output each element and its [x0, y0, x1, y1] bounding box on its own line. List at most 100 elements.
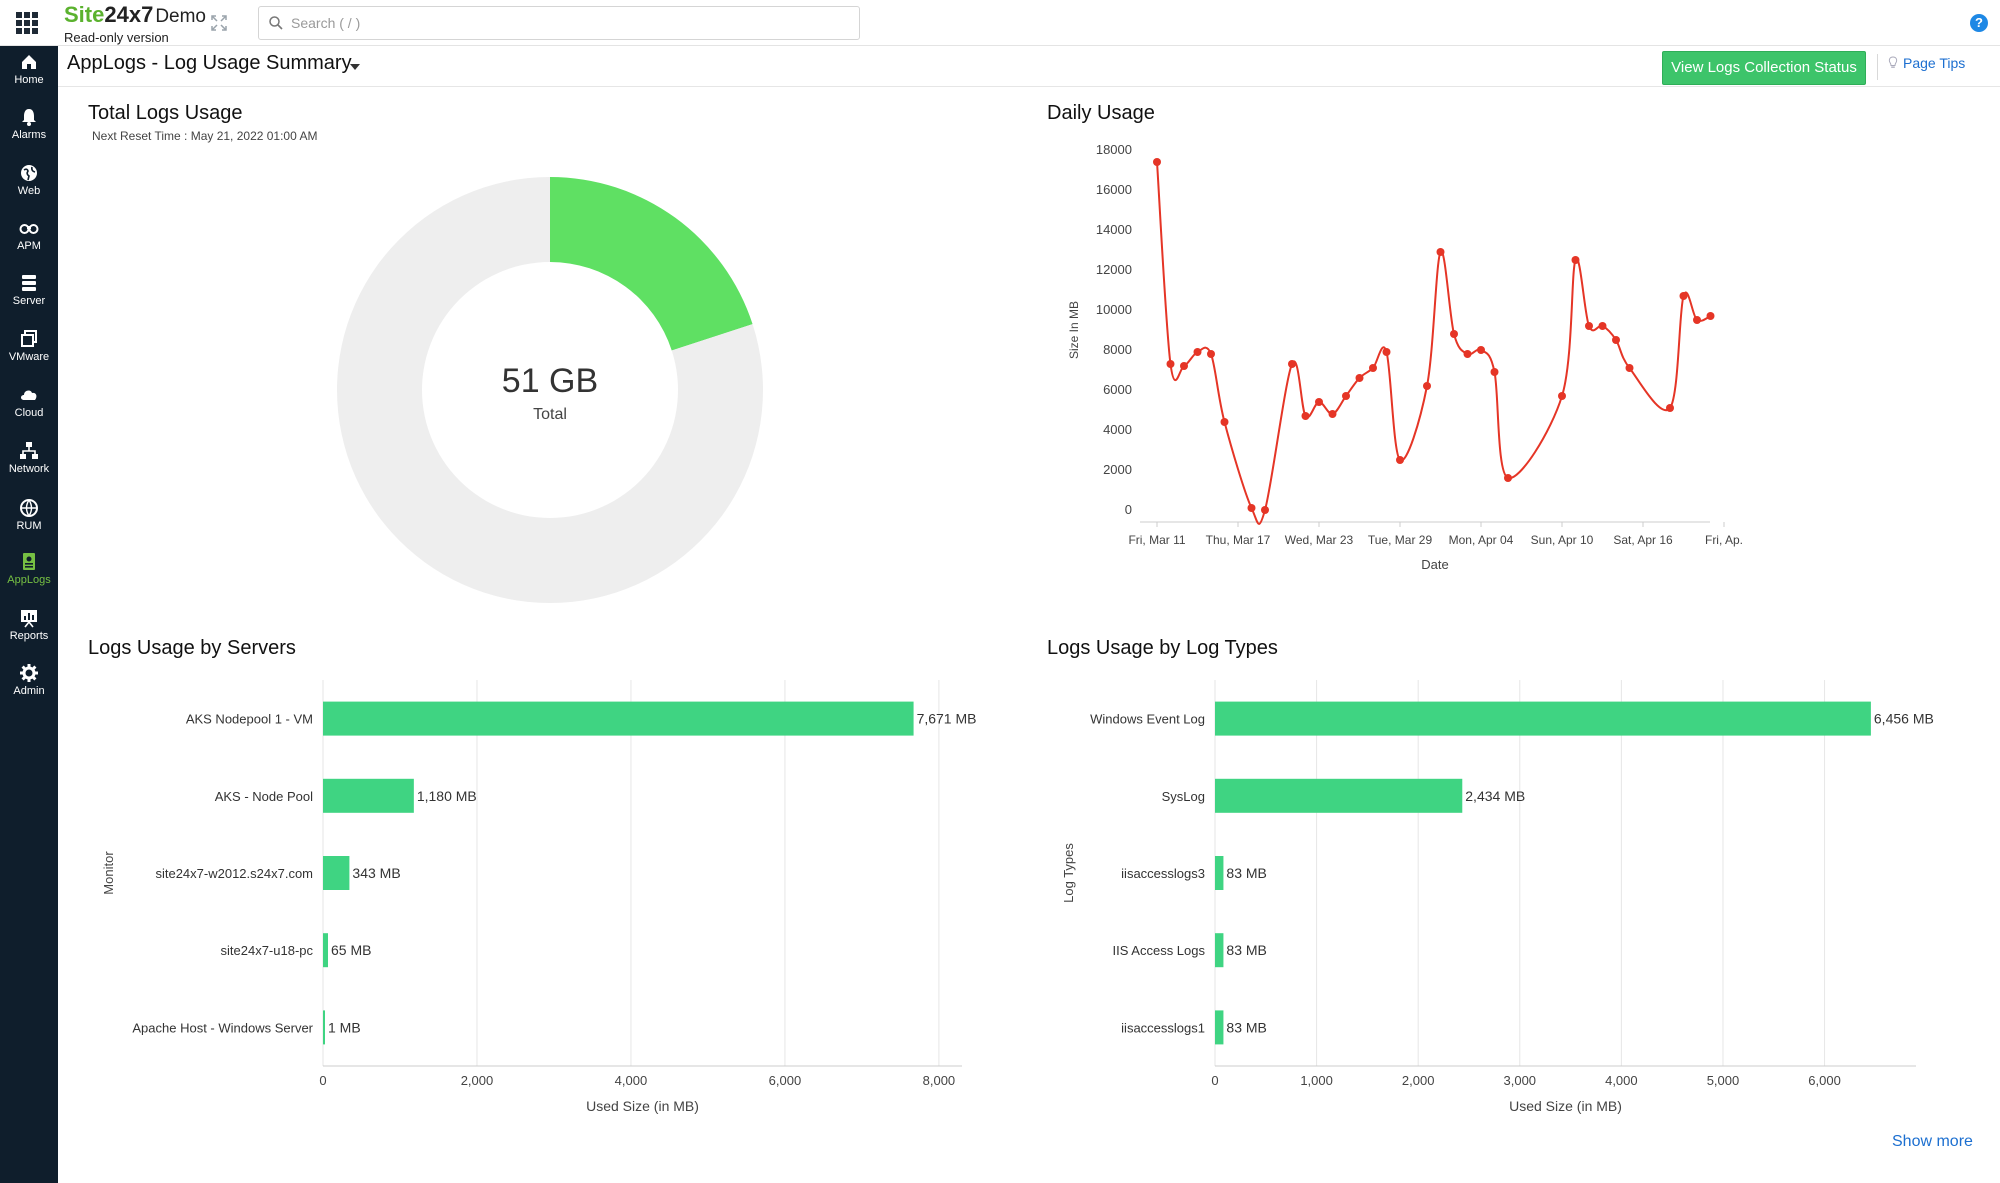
- category-label: site24x7-u18-pc: [221, 943, 314, 958]
- category-label: iisaccesslogs3: [1121, 866, 1205, 881]
- x-tick-label: Wed, Mar 23: [1285, 533, 1354, 547]
- data-point: [1207, 350, 1215, 358]
- data-label: 343 MB: [352, 865, 400, 881]
- x-tick-label: 4,000: [615, 1073, 648, 1088]
- expand-icon[interactable]: [210, 14, 228, 32]
- x-tick-label: 2,000: [1402, 1073, 1435, 1088]
- sidebar-item-rum[interactable]: RUM: [0, 494, 58, 546]
- reports-icon: [21, 610, 37, 628]
- show-more-link[interactable]: Show more: [1892, 1133, 1973, 1150]
- page-tips-label: Page Tips: [1903, 55, 1966, 71]
- y-tick-label: 6000: [1103, 382, 1132, 397]
- sidebar-item-home[interactable]: Home: [0, 48, 58, 100]
- bar: [323, 933, 329, 968]
- x-tick-label: Sat, Apr 16: [1613, 533, 1673, 547]
- binoculars-icon: [19, 224, 39, 234]
- y-tick-label: 18000: [1096, 142, 1132, 157]
- donut-center-value: 51 GB: [502, 362, 598, 400]
- bar: [1215, 856, 1224, 890]
- sidebar-item-alarms[interactable]: Alarms: [0, 103, 58, 155]
- lightbulb-icon: [1888, 56, 1898, 68]
- total-usage-title: Total Logs Usage: [88, 102, 243, 124]
- data-label: 65 MB: [331, 942, 371, 958]
- brand-part-demo: Demo: [155, 6, 206, 27]
- bar: [1215, 701, 1871, 736]
- data-label: 6,456 MB: [1874, 711, 1934, 727]
- brand-logo[interactable]: Site24x7 Demo: [64, 2, 206, 28]
- sidebar-item-label: RUM: [16, 520, 42, 532]
- server-icon: [22, 275, 36, 291]
- data-point: [1382, 348, 1391, 356]
- sidebar-item-admin[interactable]: Admin: [0, 659, 58, 711]
- x-tick-label: Sun, Apr 10: [1531, 533, 1594, 547]
- category-label: Apache Host - Windows Server: [132, 1020, 313, 1035]
- category-label: iisaccesslogs1: [1121, 1020, 1205, 1035]
- data-label: 83 MB: [1226, 865, 1266, 881]
- data-point: [1315, 398, 1323, 406]
- sidebar-item-vmware[interactable]: VMware: [0, 325, 58, 377]
- help-icon[interactable]: ?: [1970, 14, 1988, 32]
- y-tick-label: 10000: [1096, 302, 1132, 317]
- brand-part-site: Site: [64, 2, 105, 27]
- bar: [1215, 778, 1463, 813]
- view-logs-collection-status-button[interactable]: View Logs Collection Status: [1662, 51, 1866, 85]
- category-label: AKS Nodepool 1 - VM: [186, 712, 313, 727]
- sidebar-item-label: Reports: [9, 630, 49, 642]
- search-input[interactable]: [289, 11, 848, 35]
- x-tick-label: 5,000: [1707, 1073, 1740, 1088]
- chevron-down-icon[interactable]: [350, 64, 360, 70]
- y-tick-label: 8000: [1103, 342, 1132, 357]
- page-tips-link[interactable]: Page Tips: [1888, 55, 1965, 71]
- sidebar-item-network[interactable]: Network: [0, 437, 58, 489]
- home-icon: [22, 55, 36, 69]
- sidebar-item-label: Web: [17, 185, 41, 197]
- data-point: [1477, 346, 1485, 354]
- x-tick-label: Tue, Mar 29: [1368, 533, 1433, 547]
- data-point: [1706, 312, 1715, 320]
- sidebar-item-server[interactable]: Server: [0, 269, 58, 321]
- page-title[interactable]: AppLogs - Log Usage Summary: [67, 52, 352, 74]
- sidebar-item-applogs[interactable]: AppLogs: [0, 548, 58, 600]
- sidebar-item-web[interactable]: Web: [0, 159, 58, 211]
- data-point: [1396, 456, 1404, 464]
- x-tick-label: 8,000: [923, 1073, 956, 1088]
- data-point: [1423, 382, 1431, 390]
- x-tick-label: 6,000: [1808, 1073, 1841, 1088]
- servers-widget-title: Logs Usage by Servers: [88, 637, 296, 659]
- x-axis-label: Used Size (in MB): [1509, 1098, 1622, 1114]
- data-point: [1220, 418, 1229, 426]
- x-tick-label: 2,000: [461, 1073, 494, 1088]
- category-label: SysLog: [1162, 789, 1205, 804]
- data-label: 83 MB: [1226, 1019, 1266, 1035]
- x-tick-label: Mon, Apr 04: [1449, 533, 1514, 547]
- data-point: [1153, 158, 1161, 166]
- data-point: [1558, 392, 1566, 400]
- cloud-icon: [21, 390, 37, 400]
- x-tick-label: 6,000: [769, 1073, 802, 1088]
- category-label: AKS - Node Pool: [215, 789, 313, 804]
- sidebar-item-label: APM: [17, 240, 41, 252]
- bell-icon: [22, 109, 36, 126]
- sidebar-item-label: AppLogs: [7, 574, 51, 586]
- y-tick-label: 12000: [1096, 262, 1132, 277]
- sidebar-item-cloud[interactable]: Cloud: [0, 381, 58, 433]
- sidebar-item-reports[interactable]: Reports: [0, 604, 58, 656]
- data-point: [1342, 392, 1350, 400]
- x-tick-label: 1,000: [1300, 1073, 1333, 1088]
- sidebar-item-apm[interactable]: APM: [0, 214, 58, 266]
- search-icon: [269, 16, 283, 30]
- network-icon: [20, 442, 38, 459]
- x-tick-label: 3,000: [1504, 1073, 1537, 1088]
- globe-icon: [21, 165, 37, 181]
- y-axis-label: Monitor: [101, 851, 116, 895]
- data-point: [1585, 322, 1593, 330]
- data-label: 83 MB: [1226, 942, 1266, 958]
- x-axis-label: Date: [1421, 557, 1448, 572]
- data-point: [1328, 410, 1337, 418]
- donut-slice-used: [550, 177, 753, 351]
- data-point: [1463, 350, 1472, 358]
- data-point: [1166, 360, 1175, 368]
- x-tick-label: Fri, Mar 11: [1128, 533, 1185, 547]
- app-switcher-icon[interactable]: [16, 12, 38, 34]
